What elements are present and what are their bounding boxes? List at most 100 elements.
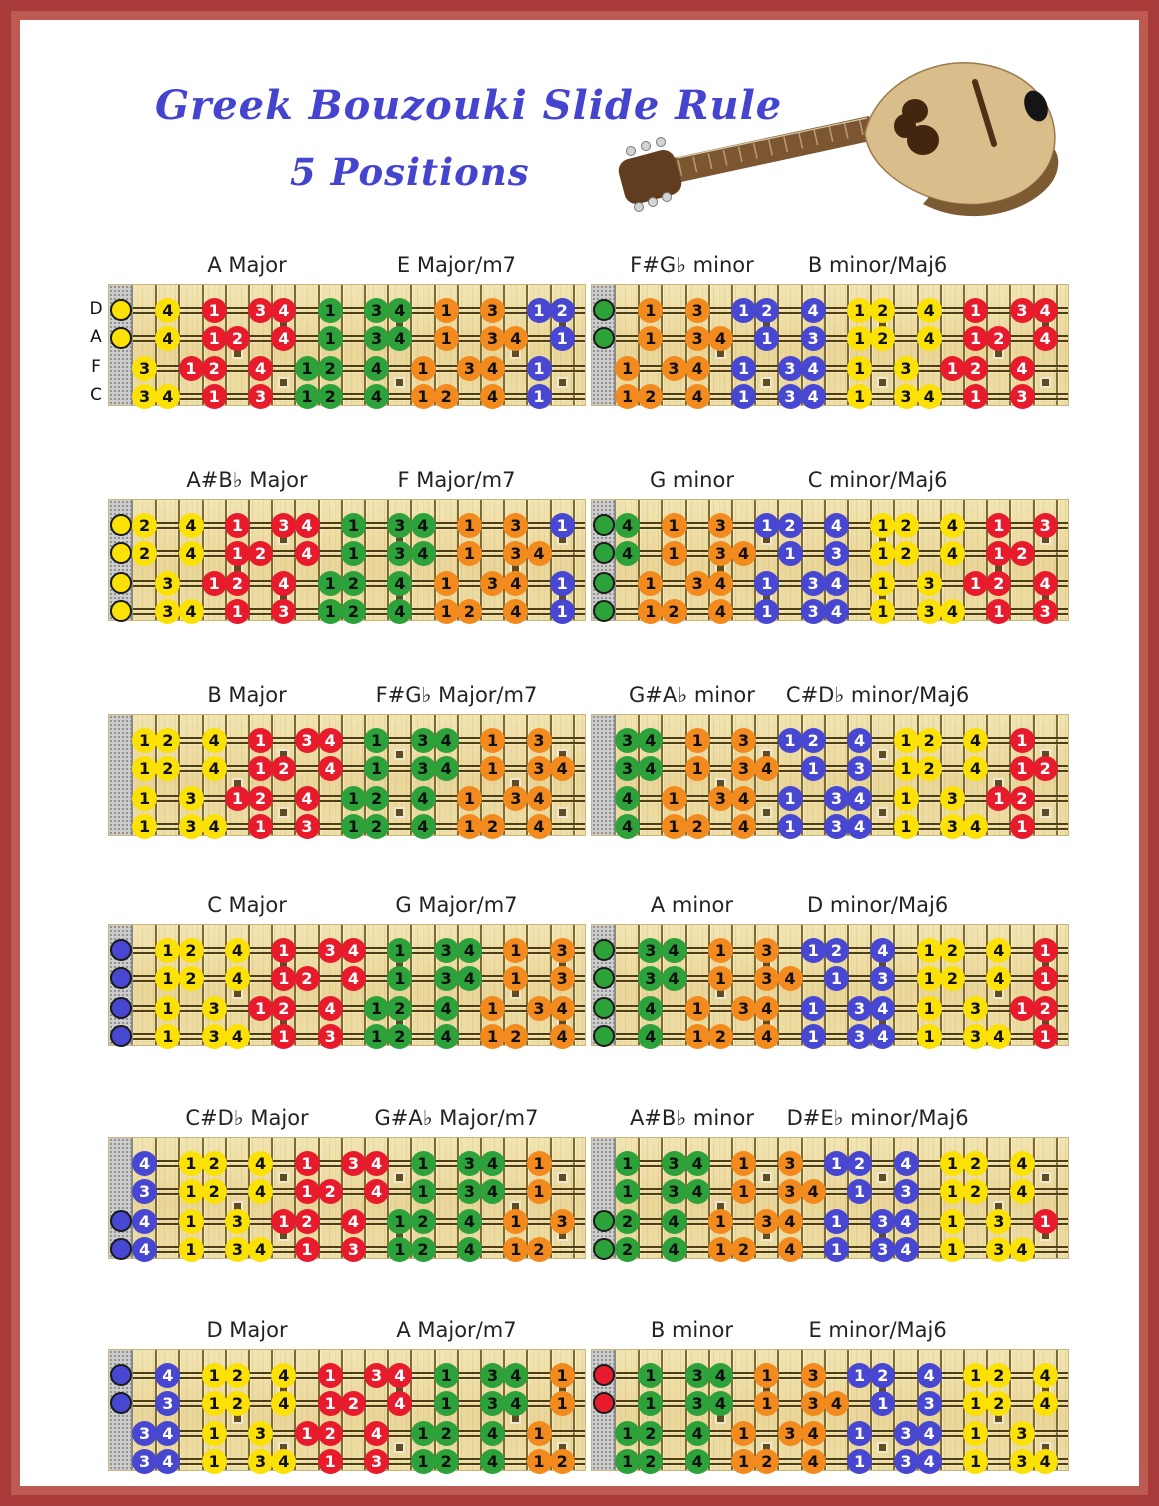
finger-dot: 4 xyxy=(201,727,227,753)
fret-line xyxy=(317,715,320,835)
finger-dot: 2 xyxy=(387,1023,413,1049)
finger-dot: 4 xyxy=(224,1023,250,1049)
fret-marker-icon xyxy=(394,1441,406,1453)
fret-line xyxy=(707,1350,710,1470)
end-ornament xyxy=(1024,90,1048,122)
finger-dot: 4 xyxy=(916,325,942,351)
fret-line xyxy=(224,1350,227,1470)
finger-dot: 2 xyxy=(986,570,1012,596)
fret-line xyxy=(526,285,529,405)
scale-label: C#D♭ Major xyxy=(185,1106,309,1130)
fret-line xyxy=(572,715,575,835)
string-course xyxy=(133,765,585,767)
finger-dot: 3 xyxy=(638,937,664,963)
finger-dot: 1 xyxy=(433,570,459,596)
finger-dot: 4 xyxy=(615,512,641,538)
finger-dot: 2 xyxy=(340,598,366,624)
finger-dot: 4 xyxy=(661,1208,687,1234)
finger-dot: 1 xyxy=(847,355,873,381)
string-course xyxy=(616,742,1068,744)
fret-line xyxy=(456,925,459,1045)
fret-line xyxy=(433,285,436,405)
finger-dot: 2 xyxy=(456,598,482,624)
fret-line xyxy=(549,925,552,1045)
finger-dot: 3 xyxy=(433,937,459,963)
fret-line xyxy=(684,1350,687,1470)
fret-line xyxy=(963,500,965,620)
finger-dot: 4 xyxy=(433,727,459,753)
fret-marker-icon xyxy=(761,1171,773,1183)
finger-dot: 4 xyxy=(939,598,965,624)
fret-line xyxy=(986,715,989,835)
fret-line xyxy=(572,285,575,405)
fret-line xyxy=(224,500,227,620)
finger-dot: 1 xyxy=(294,1420,320,1446)
finger-dot: 1 xyxy=(754,570,780,596)
finger-dot: 3 xyxy=(248,1420,274,1446)
finger-dot: 1 xyxy=(549,598,575,624)
open-string-dot xyxy=(593,1238,615,1260)
finger-dot: 2 xyxy=(317,383,343,409)
finger-dot: 1 xyxy=(155,937,181,963)
finger-dot: 2 xyxy=(963,1150,989,1176)
finger-dot: 4 xyxy=(1032,1448,1058,1474)
fret-line xyxy=(364,1350,366,1470)
finger-dot: 1 xyxy=(823,1208,849,1234)
finger-dot: 1 xyxy=(870,598,896,624)
finger-dot: 1 xyxy=(1009,755,1035,781)
fret-line xyxy=(638,500,641,620)
finger-dot: 4 xyxy=(986,1023,1012,1049)
finger-dot: 1 xyxy=(963,570,989,596)
finger-dot: 3 xyxy=(823,785,849,811)
fret-line xyxy=(549,500,552,620)
finger-dot: 3 xyxy=(155,1390,181,1416)
finger-dot: 1 xyxy=(847,1178,873,1204)
finger-dot: 2 xyxy=(986,1362,1012,1388)
finger-dot: 1 xyxy=(870,512,896,538)
finger-dot: 3 xyxy=(178,813,204,839)
finger-dot: 2 xyxy=(317,1178,343,1204)
fret-line xyxy=(364,925,366,1045)
finger-dot: 1 xyxy=(503,1236,529,1262)
finger-dot: 1 xyxy=(615,1448,641,1474)
fret-line xyxy=(433,500,436,620)
string-course xyxy=(133,1435,585,1437)
fret-line xyxy=(1032,715,1035,835)
scale-label: B minor/Maj6 xyxy=(807,253,948,277)
finger-dot: 1 xyxy=(294,355,320,381)
string-course xyxy=(616,307,1068,309)
fret-line xyxy=(847,500,849,620)
fret-marker-icon xyxy=(394,806,406,818)
finger-dot: 3 xyxy=(684,1390,710,1416)
finger-dot: 1 xyxy=(155,1023,181,1049)
finger-dot: 4 xyxy=(456,1236,482,1262)
string-course xyxy=(616,765,1068,767)
fret-line xyxy=(340,1350,343,1470)
open-string-dot xyxy=(593,997,615,1019)
finger-dot: 4 xyxy=(248,1178,274,1204)
finger-dot: 1 xyxy=(684,1023,710,1049)
finger-dot: 2 xyxy=(317,1420,343,1446)
fret-line xyxy=(480,925,482,1045)
finger-dot: 4 xyxy=(916,1420,942,1446)
finger-dot: 2 xyxy=(410,1236,436,1262)
finger-dot: 1 xyxy=(870,570,896,596)
finger-dot: 1 xyxy=(526,297,552,323)
finger-dot: 2 xyxy=(340,570,366,596)
finger-dot: 4 xyxy=(684,1448,710,1474)
finger-dot: 1 xyxy=(480,995,506,1021)
finger-dot: 3 xyxy=(615,755,641,781)
string-course xyxy=(133,370,585,372)
fret-line xyxy=(572,1138,575,1258)
finger-dot: 3 xyxy=(731,727,757,753)
fret-marker-icon xyxy=(761,376,773,388)
finger-dot: 4 xyxy=(777,1208,803,1234)
fret-line xyxy=(433,925,436,1045)
fret-line xyxy=(684,500,687,620)
fret-line xyxy=(754,500,757,620)
fret-line xyxy=(939,1138,942,1258)
scale-label: D#E♭ minor/Maj6 xyxy=(786,1106,969,1130)
finger-dot: 1 xyxy=(132,755,158,781)
